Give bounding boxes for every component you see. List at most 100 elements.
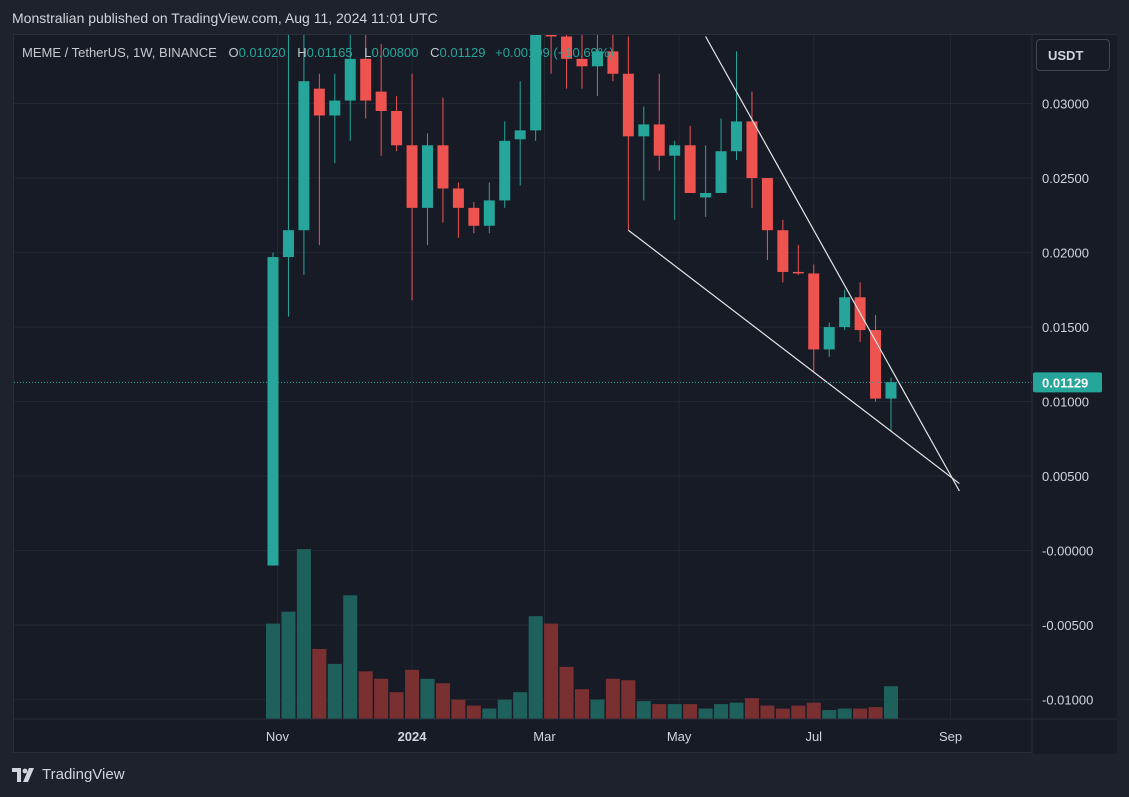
x-tick-label: Mar [533, 729, 556, 744]
y-axis-ticks: 0.03000 0.02500 0.02000 0.01500 0.01000 0.005… [1042, 97, 1093, 708]
volume-bar [405, 669, 420, 719]
candle-body [591, 51, 603, 67]
candle-body [622, 73, 634, 137]
candle-down [746, 91, 758, 208]
candle-down [622, 36, 634, 231]
candle-body [298, 81, 310, 231]
candle-body [715, 151, 727, 193]
high-value: 0.01165 [306, 45, 353, 60]
candle-down [437, 97, 449, 223]
x-axis-ticks: Nov 2024 Mar May Jul Sep [266, 729, 962, 744]
candle-up [422, 133, 433, 246]
candle-up [731, 51, 742, 161]
change-value: +0.00109 (+10.69%) [495, 45, 614, 60]
volume-bar [868, 707, 883, 719]
upper-trendline [705, 36, 960, 492]
candle-body [530, 35, 542, 131]
low-value: 0.00800 [371, 45, 419, 60]
candle-down [468, 201, 480, 234]
volume-bar [729, 702, 744, 719]
candle-body [452, 188, 464, 208]
volume-bar [435, 683, 450, 719]
candle-body [731, 121, 742, 152]
published-line: Monstralian published on TradingView.com… [12, 10, 438, 26]
candle-up [282, 35, 294, 317]
candle-body [344, 58, 356, 101]
tradingview-logo-icon[interactable] [12, 767, 38, 782]
last-price-badge [1033, 372, 1102, 393]
x-tick-label: May [667, 729, 692, 744]
candle-body [808, 273, 820, 350]
candle-body [561, 36, 573, 59]
chart-pane[interactable]: 0.03000 0.02500 0.02000 0.01500 0.01000 0.005… [13, 34, 1117, 754]
candle-up [591, 35, 603, 97]
open-value: 0.01020 [238, 45, 286, 60]
lower-trendline [627, 229, 960, 485]
candle-up [329, 73, 341, 164]
close-value: 0.01129 [439, 45, 486, 60]
candle-down [653, 73, 665, 171]
volume-bar [575, 689, 589, 719]
volume-bar [590, 699, 605, 719]
y-tick-label: 0.02500 [1042, 171, 1089, 186]
high-label: H [297, 45, 307, 60]
candle-body [499, 140, 511, 201]
volume-bar [760, 705, 775, 719]
price-axis[interactable] [1032, 35, 1117, 754]
volume-bar [806, 702, 821, 719]
y-tick-label: 0.02000 [1042, 246, 1089, 261]
volume-bar [605, 678, 620, 719]
volume-bar [466, 705, 481, 719]
candle-body [483, 200, 495, 226]
candles [267, 35, 897, 566]
x-tick-label: 2024 [398, 729, 428, 744]
candle-body [406, 145, 418, 208]
volume-bar [451, 699, 466, 719]
candle-body [777, 230, 789, 272]
candle-body [607, 51, 619, 74]
candle-up [483, 182, 495, 234]
volume-bars [266, 549, 898, 719]
volume-bar [698, 708, 713, 719]
candle-body [823, 327, 835, 350]
volume-bar [266, 623, 280, 719]
volume-bar [837, 708, 852, 719]
volume-bar [775, 708, 790, 719]
volume-bar [636, 701, 651, 719]
volume-bar [389, 692, 404, 719]
volume-bar [281, 611, 296, 719]
candle-body [653, 124, 665, 156]
volume-bar [327, 663, 342, 719]
candle-up [530, 35, 542, 141]
open-label: O [228, 45, 239, 60]
footer: TradingView [12, 766, 125, 783]
volume-bar [621, 680, 636, 719]
footer-brand[interactable]: TradingView [42, 766, 125, 783]
candle-up [638, 106, 650, 201]
candle-up [839, 289, 851, 331]
candle-body [746, 121, 758, 179]
candle-up [344, 35, 356, 141]
candle-up [514, 81, 526, 186]
y-tick-label: -0.00500 [1042, 618, 1093, 633]
candle-up [499, 121, 511, 208]
candle-down [452, 182, 464, 238]
volume-bar [420, 678, 435, 719]
trendlines[interactable] [627, 36, 960, 492]
y-tick-label: 0.00500 [1042, 469, 1089, 484]
candle-up [267, 252, 279, 566]
candle-up [885, 377, 897, 432]
candlestick-chart[interactable]: 0.03000 0.02500 0.02000 0.01500 0.01000 0.005… [14, 35, 1117, 754]
low-label: L [364, 45, 372, 60]
volume-bar [652, 704, 667, 719]
candle-body [576, 58, 588, 67]
volume-bar [683, 704, 698, 719]
candle-down [391, 96, 403, 152]
candle-down [375, 43, 387, 156]
y-tick-label: 0.03000 [1042, 97, 1089, 112]
last-price-label: 0.01129 [1042, 375, 1088, 390]
candle-down [808, 264, 820, 372]
currency-button[interactable]: USDT [1036, 39, 1110, 71]
symbol-label[interactable]: MEME / TetherUS, 1W, BINANCE [22, 45, 217, 60]
volume-bar [296, 549, 311, 719]
